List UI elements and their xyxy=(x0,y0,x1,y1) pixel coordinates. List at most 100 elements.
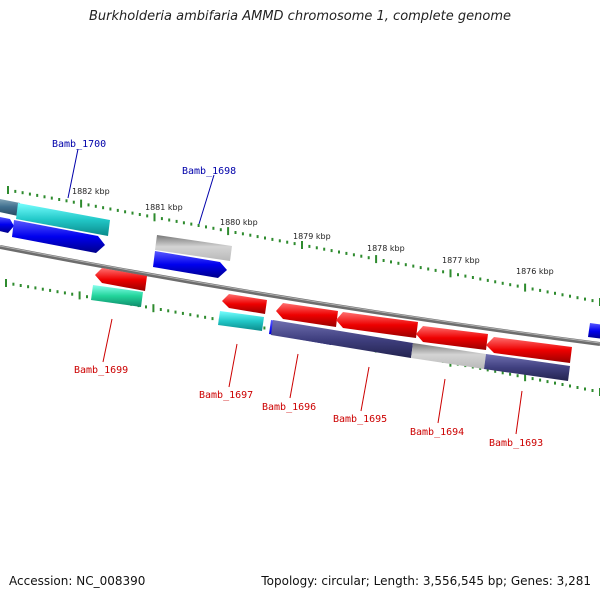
leader-line xyxy=(67,148,79,199)
scale-minor-tick xyxy=(181,311,184,315)
scale-minor-tick xyxy=(591,299,594,303)
genome-summary: Topology: circular; Length: 3,556,545 bp… xyxy=(261,574,591,588)
scale-minor-tick xyxy=(28,192,31,196)
tick-label-1878: 1878 kbp xyxy=(367,244,405,253)
scale-minor-tick xyxy=(427,267,430,271)
scale-minor-tick xyxy=(189,313,192,317)
scale-minor-tick xyxy=(531,287,534,291)
gene-feature[interactable] xyxy=(16,203,110,236)
scale-minor-tick xyxy=(576,386,579,389)
gene-feature[interactable] xyxy=(218,311,264,331)
scale-minor-tick xyxy=(205,225,207,229)
scale-minor-tick xyxy=(539,378,542,382)
scale-major-tick xyxy=(153,213,156,222)
tick-label-1882: 1882 kbp xyxy=(72,187,110,196)
scale-major-tick xyxy=(524,283,527,292)
scale-minor-tick xyxy=(264,236,266,240)
tick-label-1881: 1881 kbp xyxy=(145,203,183,212)
scale-minor-tick xyxy=(102,206,105,210)
scale-minor-tick xyxy=(501,371,504,375)
scale-tick-labels: 1882 kbp 1881 kbp 1880 kbp 1879 kbp 1878… xyxy=(72,187,554,276)
tick-label-1877: 1877 kbp xyxy=(442,256,480,265)
scale-minor-tick xyxy=(569,384,571,388)
gene-label-bamb-1697[interactable]: Bamb_1697 xyxy=(199,390,253,401)
scale-minor-tick xyxy=(501,281,504,285)
scale-minor-tick xyxy=(323,247,326,251)
page-title: Burkholderia ambifaria AMMD chromosome 1… xyxy=(88,9,512,24)
gene-label-bamb-1693[interactable]: Bamb_1693 xyxy=(489,438,543,449)
scale-minor-tick xyxy=(539,288,542,292)
scale-minor-tick xyxy=(390,260,392,264)
scale-minor-tick xyxy=(41,287,44,291)
gene-feature[interactable] xyxy=(12,220,105,253)
scale-minor-tick xyxy=(554,381,556,385)
scale-major-tick xyxy=(227,227,230,236)
scale-minor-tick xyxy=(43,195,46,199)
gene-label-bamb-1694[interactable]: Bamb_1694 xyxy=(410,427,464,438)
scale-minor-tick xyxy=(278,239,281,243)
scale-minor-tick xyxy=(160,217,163,221)
scale-minor-tick xyxy=(190,222,193,226)
gene-feature[interactable] xyxy=(484,354,570,381)
gene-label-bamb-1695[interactable]: Bamb_1695 xyxy=(333,414,387,425)
scale-minor-tick xyxy=(211,317,214,321)
scale-minor-tick xyxy=(21,191,24,195)
scale-minor-tick xyxy=(71,292,74,296)
scale-major-tick xyxy=(375,255,378,264)
scale-minor-tick xyxy=(286,240,289,244)
scale-minor-tick xyxy=(584,387,586,391)
gene-label-bamb-1699[interactable]: Bamb_1699 xyxy=(74,365,128,376)
scale-minor-tick xyxy=(197,224,200,227)
scale-minor-tick xyxy=(367,256,370,260)
gene-feature[interactable] xyxy=(411,343,486,369)
scale-minor-tick xyxy=(146,214,149,218)
scale-minor-tick xyxy=(145,305,147,309)
scale-minor-tick xyxy=(486,278,489,282)
scale-minor-tick xyxy=(315,246,318,250)
scale-minor-tick xyxy=(27,285,30,289)
gene-label-bamb-1698[interactable]: Bamb_1698 xyxy=(182,166,236,177)
scale-minor-tick xyxy=(352,253,355,257)
gene-feature[interactable] xyxy=(486,337,572,363)
scale-minor-tick xyxy=(576,296,579,300)
gene-feature[interactable] xyxy=(0,216,14,233)
scale-minor-tick xyxy=(241,232,244,236)
scale-minor-tick xyxy=(94,204,97,208)
gene-feature[interactable] xyxy=(276,303,338,327)
gene-feature[interactable] xyxy=(95,268,147,291)
gene-feature[interactable] xyxy=(416,326,488,350)
gene-feature[interactable] xyxy=(336,312,418,338)
gene-feature[interactable] xyxy=(271,320,413,358)
leader-line xyxy=(437,378,446,424)
scale-minor-tick xyxy=(168,218,171,222)
gene-feature[interactable] xyxy=(0,198,20,216)
gene-feature[interactable] xyxy=(153,251,227,278)
scale-minor-tick xyxy=(50,196,53,200)
scale-minor-tick xyxy=(516,374,519,378)
scale-major-tick xyxy=(524,373,527,382)
scale-minor-tick xyxy=(509,283,512,287)
gene-feature[interactable] xyxy=(155,235,232,261)
chromosome-backbone xyxy=(0,245,600,346)
scale-minor-tick xyxy=(404,263,407,267)
scale-minor-tick xyxy=(330,249,333,253)
scale-minor-tick xyxy=(19,284,22,287)
gene-label-bamb-1700[interactable]: Bamb_1700 xyxy=(52,139,106,150)
scale-minor-tick xyxy=(554,291,556,295)
scale-minor-tick xyxy=(271,237,274,241)
scale-minor-tick xyxy=(87,203,90,207)
accession-label: Accession: NC_008390 xyxy=(9,574,146,588)
gene-feature[interactable] xyxy=(588,323,600,339)
scale-minor-tick xyxy=(34,286,37,290)
scale-minor-tick xyxy=(36,193,39,197)
leader-line xyxy=(289,353,299,399)
gene-feature[interactable] xyxy=(91,285,143,307)
gene-label-bamb-1696[interactable]: Bamb_1696 xyxy=(262,402,316,413)
tick-label-1876: 1876 kbp xyxy=(516,267,554,276)
scale-major-tick xyxy=(449,269,452,278)
scale-minor-tick xyxy=(86,295,88,299)
scale-major-tick xyxy=(80,199,83,208)
gene-feature[interactable] xyxy=(222,294,267,314)
scale-minor-tick xyxy=(109,207,112,211)
